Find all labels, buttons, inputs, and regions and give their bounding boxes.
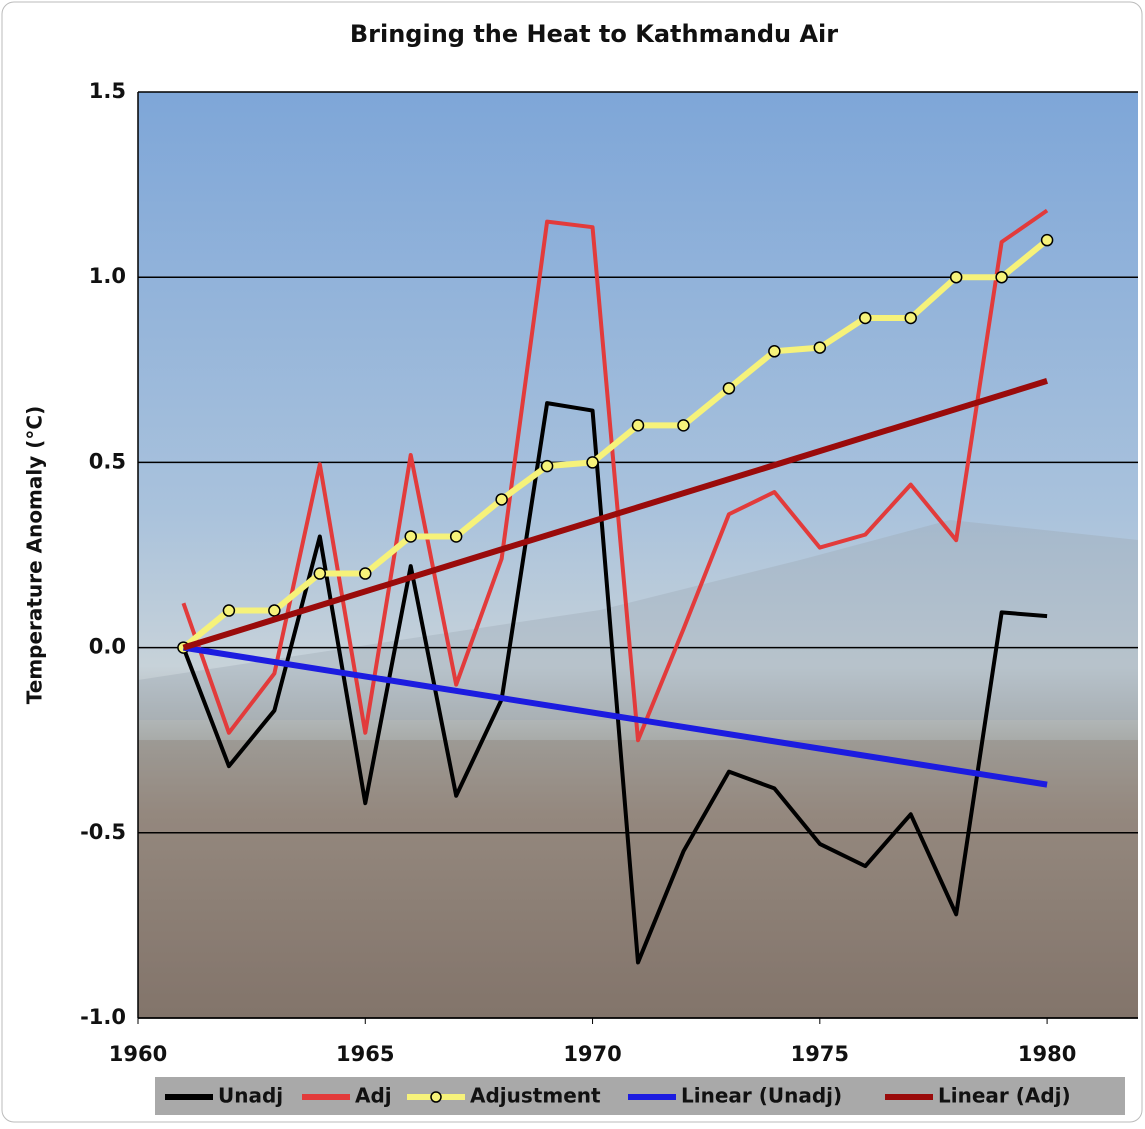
- y-tick-label: -0.5: [80, 820, 126, 844]
- marker: [359, 567, 372, 580]
- y-tick-label: 1.5: [89, 79, 126, 103]
- legend-label: Linear (Unadj): [681, 1084, 842, 1108]
- marker: [540, 459, 554, 473]
- y-tick-label: 1.0: [89, 264, 126, 288]
- marker: [449, 530, 463, 543]
- marker: [904, 311, 917, 325]
- series-line: [182, 378, 1048, 651]
- legend-label: Unadj: [218, 1084, 283, 1108]
- marker: [949, 270, 963, 284]
- marker: [677, 419, 690, 432]
- marker: [268, 604, 281, 617]
- marker: [495, 493, 508, 506]
- x-tick-label: 1965: [336, 1042, 394, 1066]
- marker: [1040, 233, 1054, 247]
- chart-title: Bringing the Heat to Kathmandu Air: [350, 20, 838, 48]
- series-line: [181, 401, 1048, 965]
- marker: [631, 419, 645, 432]
- series-line: [181, 208, 1049, 743]
- marker: [995, 270, 1008, 284]
- marker: [813, 341, 827, 354]
- x-tick-label: 1975: [791, 1042, 849, 1066]
- legend-label: Linear (Adj): [938, 1084, 1071, 1108]
- legend-marker: [430, 1091, 442, 1103]
- marker: [586, 456, 599, 469]
- legend-label: Adjustment: [470, 1084, 601, 1108]
- x-tick-label: 1980: [1018, 1042, 1076, 1066]
- marker: [859, 311, 872, 325]
- x-tick-label: 1960: [109, 1042, 167, 1066]
- plot-background: [138, 92, 1138, 1018]
- marker: [768, 345, 781, 358]
- marker: [722, 382, 736, 395]
- y-tick-label: 0.5: [89, 449, 126, 473]
- series-line: [182, 644, 1048, 788]
- series-line: [181, 237, 1049, 650]
- marker: [313, 567, 327, 580]
- marker: [404, 530, 417, 543]
- marker: [222, 604, 236, 617]
- y-axis-label: Temperature Anomaly (°C): [23, 406, 47, 704]
- x-tick-label: 1970: [563, 1042, 621, 1066]
- mountains: [138, 520, 1138, 720]
- legend-label: Adj: [355, 1084, 392, 1108]
- y-tick-label: -1.0: [80, 1005, 126, 1029]
- y-tick-label: 0.0: [89, 635, 126, 659]
- city: [138, 740, 1138, 1018]
